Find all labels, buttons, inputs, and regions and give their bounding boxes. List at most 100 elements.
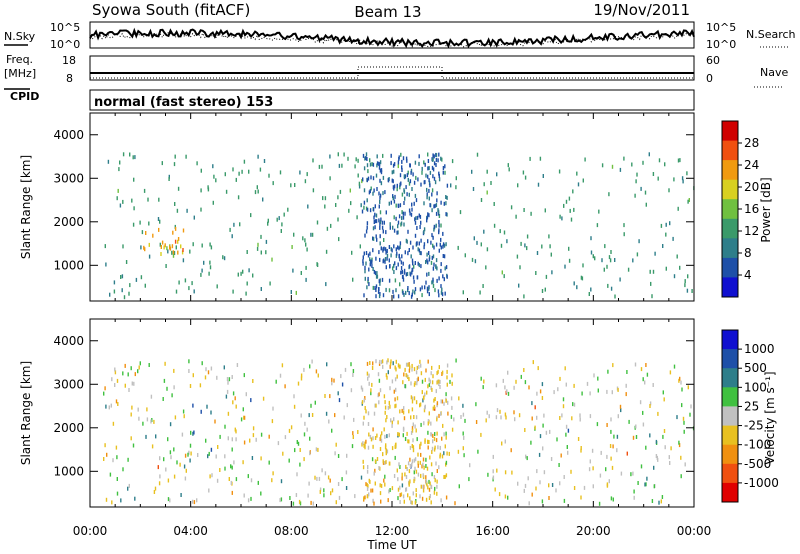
velocity-data-point — [439, 379, 441, 384]
velocity-data-point — [380, 438, 383, 443]
velocity-data-point — [406, 431, 408, 436]
velocity-data-point — [373, 471, 375, 476]
nsearch-tick-high: 10^5 — [706, 21, 736, 34]
velocity-data-point — [408, 409, 410, 414]
power-data-point — [483, 182, 485, 187]
power-data-point — [357, 173, 359, 178]
velocity-data-point — [506, 389, 508, 394]
velocity-data-point — [364, 445, 366, 450]
power-data-point — [364, 233, 366, 238]
power-data-point — [482, 284, 484, 288]
velocity-data-point — [401, 472, 403, 477]
velocity-data-point — [408, 377, 410, 382]
power-data-point — [382, 248, 384, 253]
velocity-data-point — [541, 396, 544, 400]
velocity-data-point — [534, 425, 536, 430]
power-data-point — [397, 224, 399, 229]
power-data-point — [376, 237, 378, 242]
velocity-data-point — [208, 488, 210, 493]
power-data-point — [652, 269, 655, 274]
power-data-point — [159, 242, 161, 247]
velocity-data-point — [230, 480, 232, 485]
velocity-data-point — [337, 454, 340, 458]
velocity-data-point — [427, 439, 429, 444]
velocity-data-point — [402, 410, 405, 415]
velocity-data-point — [208, 451, 210, 456]
power-data-point — [619, 167, 622, 172]
power-data-point — [416, 215, 419, 220]
velocity-data-point — [393, 389, 395, 394]
power-data-point — [418, 213, 420, 218]
power-data-point — [397, 245, 399, 250]
power-data-point — [420, 182, 422, 187]
power-data-point — [607, 283, 609, 288]
velocity-data-point — [412, 438, 414, 443]
power-ylabel: Slant Range [km] — [19, 155, 33, 259]
power-data-point — [412, 245, 414, 250]
power-data-point — [316, 220, 319, 225]
power-data-point — [248, 268, 250, 273]
velocity-data-point — [417, 377, 419, 382]
power-data-point — [224, 172, 226, 177]
velocity-data-point — [427, 430, 429, 435]
velocity-colorbar-swatch — [722, 482, 738, 503]
velocity-data-point — [363, 415, 365, 420]
velocity-data-point — [330, 491, 332, 496]
velocity-data-point — [669, 370, 672, 375]
velocity-data-point — [402, 494, 405, 499]
power-data-point — [503, 230, 506, 235]
power-data-point — [184, 278, 187, 283]
velocity-data-point — [154, 486, 157, 491]
power-data-point — [479, 290, 481, 295]
power-data-point — [550, 252, 552, 257]
velocity-data-point — [428, 496, 431, 500]
time-axis-tick-label: 04:00 — [173, 524, 208, 538]
velocity-data-point — [151, 444, 154, 449]
velocity-data-point — [310, 500, 312, 505]
velocity-data-point — [411, 462, 413, 467]
power-data-point — [178, 280, 180, 285]
power-data-point — [347, 156, 349, 161]
nave-trace — [90, 66, 694, 79]
power-data-point — [403, 201, 405, 205]
velocity-data-point — [616, 448, 618, 453]
velocity-data-point — [626, 451, 628, 456]
power-data-point — [385, 265, 387, 270]
velocity-data-point — [105, 404, 107, 409]
velocity-y-tick-label: 2000 — [53, 421, 84, 435]
power-data-point — [382, 191, 384, 196]
velocity-data-point — [562, 404, 565, 409]
power-data-point — [428, 286, 430, 291]
power-data-point — [362, 259, 364, 264]
velocity-colorbar-tick-label: -1000 — [744, 476, 779, 490]
velocity-data-point — [485, 418, 487, 423]
power-data-point — [426, 286, 429, 291]
velocity-data-point — [438, 382, 440, 387]
power-data-point — [375, 219, 378, 224]
velocity-data-point — [115, 399, 118, 404]
power-data-point — [403, 268, 406, 273]
power-data-point — [269, 281, 271, 286]
velocity-data-point — [436, 479, 438, 484]
velocity-data-point — [658, 500, 660, 505]
velocity-data-point — [419, 494, 421, 499]
power-data-point — [182, 258, 185, 263]
power-colorbar-tick-label: 8 — [744, 246, 752, 260]
power-colorbar-swatch — [722, 277, 738, 298]
power-data-point — [480, 242, 482, 247]
velocity-data-point — [668, 455, 670, 460]
velocity-data-point — [563, 498, 566, 503]
power-data-point — [432, 266, 435, 271]
velocity-data-point — [550, 457, 553, 461]
power-data-point — [429, 203, 431, 208]
velocity-data-point — [436, 491, 438, 496]
velocity-data-point — [457, 449, 460, 454]
velocity-data-point — [611, 390, 613, 395]
power-data-point — [157, 217, 160, 221]
power-data-point — [222, 255, 224, 260]
power-data-point — [379, 160, 382, 165]
power-data-point — [393, 184, 396, 189]
power-data-point — [544, 287, 546, 292]
velocity-data-point — [299, 448, 301, 452]
velocity-data-point — [532, 360, 534, 365]
